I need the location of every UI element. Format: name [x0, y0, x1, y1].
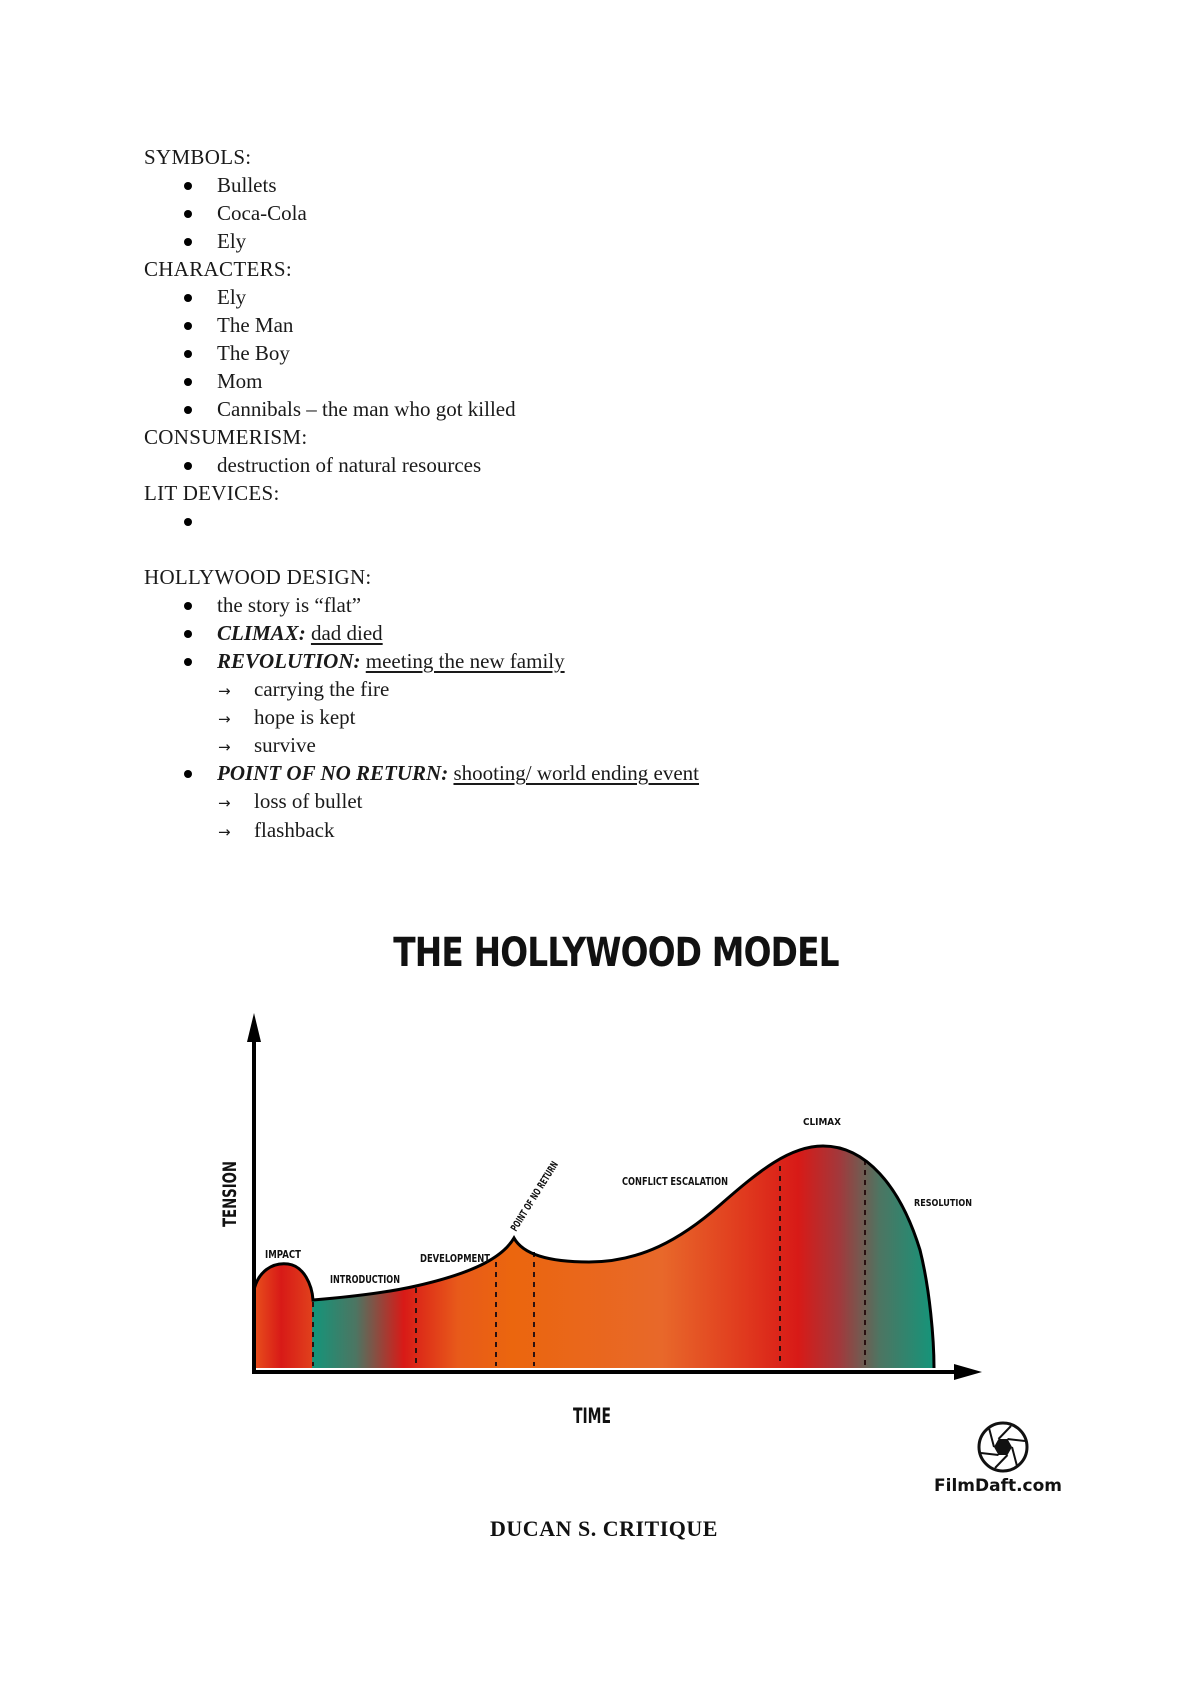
item-value: shooting/ world ending event — [453, 761, 700, 785]
item-label: CLIMAX: — [217, 621, 306, 645]
item-value: meeting the new family — [365, 649, 565, 673]
sub-list-item: flashback — [254, 818, 335, 842]
list-item: The Man — [217, 313, 294, 337]
camera-aperture-icon — [977, 1421, 1029, 1473]
arrow-right-icon: → — [218, 738, 231, 756]
item-label: REVOLUTION: — [217, 649, 361, 673]
list-item: The Boy — [217, 341, 290, 365]
sub-list-item: survive — [254, 733, 316, 757]
list-item: Ely — [217, 285, 247, 309]
arrow-right-icon: → — [218, 794, 231, 812]
bullet-icon — [184, 182, 192, 190]
list-item-revolution: REVOLUTION: meeting the new family — [217, 647, 565, 675]
heading-lit-devices: LIT DEVICES: — [144, 481, 280, 505]
bullet-icon — [184, 406, 192, 414]
chart-title: THE HOLLYWOOD MODEL — [393, 930, 839, 976]
heading-hollywood-design: HOLLYWOOD DESIGN: — [144, 565, 372, 589]
bullet-icon — [184, 770, 192, 778]
list-item: destruction of natural resources — [217, 453, 482, 477]
stage-label-point-of-no-return: POINT OF NO RETURN — [509, 1160, 561, 1234]
bullet-icon — [184, 378, 192, 386]
arrow-right-icon: → — [218, 682, 231, 700]
bullet-icon — [184, 658, 192, 666]
heading-consumerism: CONSUMERISM: — [144, 425, 308, 449]
bullet-icon — [184, 518, 192, 526]
bullet-icon — [184, 238, 192, 246]
x-axis-arrow-icon — [954, 1364, 982, 1380]
stage-label-development: DEVELOPMENT — [420, 1252, 490, 1265]
bullet-icon — [184, 294, 192, 302]
bullet-icon — [184, 350, 192, 358]
list-item-climax: CLIMAX: dad died — [217, 619, 383, 647]
heading-symbols: SYMBOLS: — [144, 145, 252, 169]
bullet-icon — [184, 630, 192, 638]
stage-label-climax: CLIMAX — [803, 1117, 841, 1128]
list-item: Coca-Cola — [217, 201, 307, 225]
y-axis-label: TENSION — [219, 1161, 241, 1227]
list-item: Bullets — [217, 173, 277, 197]
sub-list-item: loss of bullet — [254, 789, 363, 813]
y-axis-arrow-icon — [247, 1013, 261, 1042]
stage-label-conflict-escalation: CONFLICT ESCALATION — [622, 1175, 728, 1188]
heading-characters: CHARACTERS: — [144, 257, 292, 281]
filmdaft-logo-text: FilmDaft.com — [934, 1476, 1063, 1496]
stage-label-impact: IMPACT — [265, 1248, 301, 1261]
tension-curve-area — [254, 1146, 934, 1368]
tension-curve-line — [252, 1144, 936, 1369]
list-item: Ely — [217, 229, 247, 253]
list-item: Cannibals – the man who got killed — [217, 397, 516, 421]
bullet-icon — [184, 462, 192, 470]
bullet-icon — [184, 602, 192, 610]
x-axis-label: TIME — [573, 1404, 611, 1428]
arrow-right-icon: → — [218, 823, 231, 841]
sub-list-item: carrying the fire — [254, 677, 390, 701]
item-value: dad died — [310, 621, 383, 645]
stage-label-resolution: RESOLUTION — [914, 1198, 972, 1209]
list-item: Mom — [217, 369, 263, 393]
stage-label-introduction: INTRODUCTION — [330, 1273, 400, 1286]
list-item-point-of-no-return: POINT OF NO RETURN: shooting/ world endi… — [217, 759, 699, 787]
bullet-icon — [184, 210, 192, 218]
bullet-icon — [184, 322, 192, 330]
item-label: POINT OF NO RETURN: — [217, 761, 449, 785]
arrow-right-icon: → — [218, 710, 231, 728]
page-footer: DUCAN S. CRITIQUE — [490, 1516, 718, 1541]
list-item: the story is “flat” — [217, 593, 362, 617]
sub-list-item: hope is kept — [254, 705, 356, 729]
